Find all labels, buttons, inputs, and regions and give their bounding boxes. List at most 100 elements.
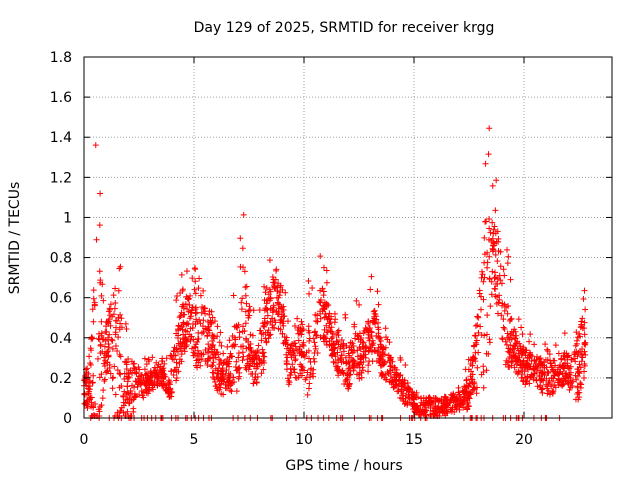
data-point <box>305 385 312 392</box>
data-point <box>179 286 186 293</box>
data-point <box>393 370 400 377</box>
data-point <box>143 370 150 377</box>
data-point <box>386 339 393 346</box>
data-point <box>185 308 192 315</box>
data-point <box>299 341 306 348</box>
data-point <box>97 190 104 197</box>
y-tick-label: 1.4 <box>50 130 72 146</box>
data-point <box>178 271 185 278</box>
data-point <box>375 324 382 331</box>
data-point <box>500 324 507 331</box>
data-point <box>448 408 455 415</box>
data-point <box>327 327 334 334</box>
data-point <box>551 368 557 375</box>
data-point <box>497 248 504 255</box>
data-point <box>102 369 109 376</box>
data-point <box>233 367 240 374</box>
data-point <box>342 354 349 361</box>
data-point <box>112 324 119 331</box>
data-point <box>112 391 119 398</box>
data-point <box>250 307 257 314</box>
data-point <box>125 400 132 407</box>
data-point <box>581 339 588 346</box>
data-point <box>388 362 395 369</box>
data-point <box>563 370 570 377</box>
data-point <box>511 364 518 371</box>
data-point <box>387 354 394 361</box>
data-point <box>544 348 551 355</box>
data-point <box>261 353 268 360</box>
data-point <box>493 177 500 184</box>
data-point <box>410 391 417 398</box>
data-point <box>519 371 526 378</box>
data-point <box>173 292 180 299</box>
data-point <box>401 400 408 407</box>
data-point <box>360 330 367 337</box>
data-point <box>264 312 271 319</box>
data-point <box>501 272 508 279</box>
data-point <box>505 253 512 260</box>
data-point <box>235 375 242 382</box>
data-point <box>465 383 472 390</box>
data-point <box>275 294 282 301</box>
data-point <box>239 295 246 302</box>
data-point <box>320 302 327 309</box>
data-point <box>515 316 522 323</box>
data-point <box>269 306 276 313</box>
data-point <box>120 409 127 416</box>
data-point <box>210 369 217 376</box>
data-point <box>566 371 573 378</box>
data-point <box>189 345 196 352</box>
data-point <box>209 362 216 369</box>
data-point <box>114 317 121 324</box>
data-point <box>112 331 119 338</box>
data-point <box>463 377 470 384</box>
data-point <box>538 369 545 376</box>
y-tick-label: 0.6 <box>50 291 72 307</box>
data-point <box>331 310 338 317</box>
data-point <box>382 325 389 332</box>
data-point <box>275 325 282 332</box>
data-point <box>307 371 314 378</box>
data-point <box>529 372 536 379</box>
data-point <box>198 356 205 363</box>
data-point <box>211 375 218 382</box>
data-point <box>564 362 571 369</box>
data-point <box>432 398 439 405</box>
data-point <box>169 356 176 363</box>
data-point <box>406 385 413 392</box>
data-point <box>141 366 148 373</box>
data-point <box>104 349 111 356</box>
data-point <box>518 324 525 331</box>
data-point <box>509 346 516 353</box>
data-point <box>483 367 490 374</box>
data-point <box>485 151 492 158</box>
data-point <box>317 334 324 341</box>
data-point <box>239 349 246 356</box>
data-point <box>483 218 490 225</box>
data-point <box>133 370 140 377</box>
data-point <box>163 355 170 362</box>
data-point <box>353 297 360 304</box>
data-point <box>491 223 498 230</box>
data-point <box>279 330 286 337</box>
data-point <box>379 346 386 353</box>
data-point <box>135 364 142 371</box>
data-point <box>423 399 430 406</box>
data-point <box>107 370 114 377</box>
data-point <box>467 373 474 380</box>
chart-title: Day 129 of 2025, SRMTID for receiver krg… <box>194 20 495 36</box>
data-point <box>494 258 501 265</box>
data-point <box>230 374 237 381</box>
data-point <box>382 344 389 351</box>
data-point <box>577 380 584 387</box>
data-point <box>166 393 173 400</box>
data-point <box>320 264 327 271</box>
data-point <box>471 385 478 392</box>
data-point <box>332 316 339 323</box>
data-point <box>476 290 483 297</box>
data-point <box>101 343 108 350</box>
data-point <box>354 347 361 354</box>
data-point <box>223 359 230 366</box>
data-point <box>574 384 581 391</box>
